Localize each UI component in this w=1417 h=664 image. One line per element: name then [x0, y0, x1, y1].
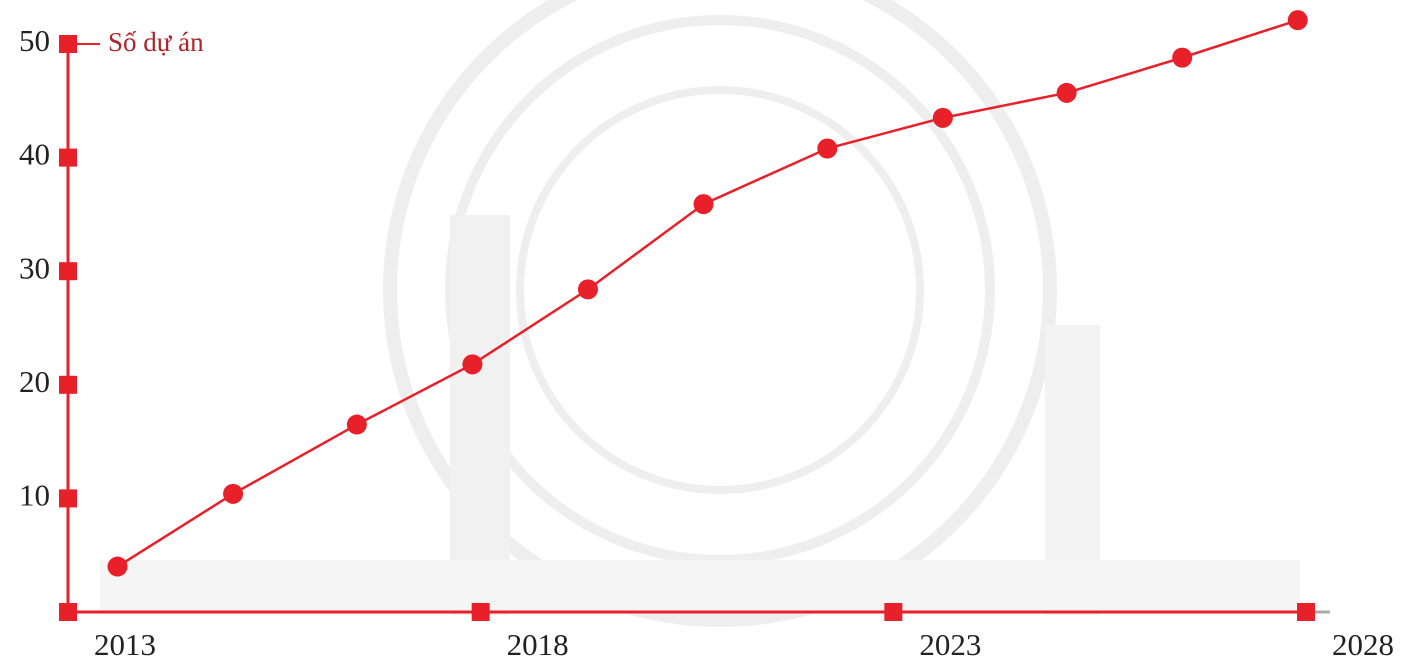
y-axis-label: Số dự án [108, 27, 204, 57]
y-tick [59, 35, 77, 53]
x-tick [59, 603, 77, 621]
y-tick [59, 489, 77, 508]
x-tick-label: 2018 [507, 627, 569, 662]
y-tick-label: 30 [19, 250, 50, 285]
data-point [817, 138, 838, 159]
y-tick [59, 375, 77, 394]
data-point [1056, 82, 1077, 103]
data-point [107, 556, 128, 577]
x-tick-label: 2023 [919, 627, 981, 662]
x-tick [884, 603, 903, 621]
y-tick-label: 20 [19, 364, 50, 399]
data-point [462, 354, 483, 375]
data-point [346, 414, 367, 435]
x-tick [1297, 603, 1315, 621]
data-point [223, 483, 244, 504]
data-line [116, 18, 1299, 568]
data-point [693, 194, 714, 215]
x-tick [471, 603, 490, 621]
y-tick-label: 40 [19, 137, 50, 172]
x-tick-label: 2013 [94, 627, 156, 662]
data-point [577, 279, 598, 300]
background-decoration [68, 0, 1330, 627]
y-tick-label: 10 [19, 478, 50, 513]
data-point [1287, 10, 1308, 31]
y-tick [59, 148, 77, 167]
y-tick-label: 50 [19, 23, 50, 58]
data-point [932, 107, 953, 128]
y-tick [59, 262, 77, 281]
x-tick-label: 2028 [1332, 627, 1394, 662]
data-point [1172, 47, 1193, 68]
